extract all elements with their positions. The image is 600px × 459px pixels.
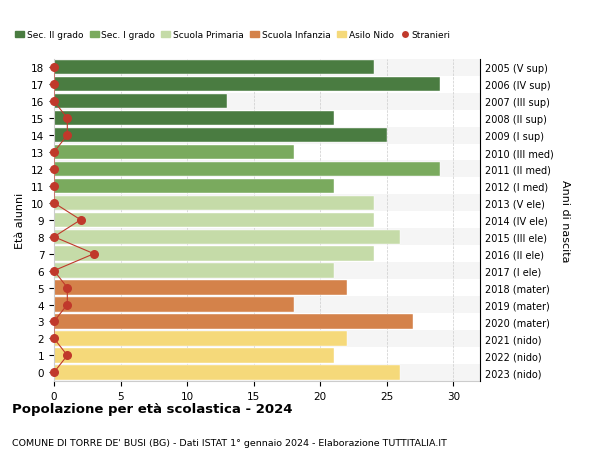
Point — [49, 64, 59, 72]
Bar — [54, 213, 373, 228]
Bar — [54, 230, 400, 244]
Point — [49, 318, 59, 325]
Bar — [54, 365, 400, 380]
Bar — [54, 61, 373, 75]
Bar — [54, 264, 334, 278]
Bar — [54, 94, 480, 111]
Point — [62, 284, 72, 291]
Bar — [54, 195, 480, 212]
Bar — [54, 247, 373, 261]
Bar — [54, 229, 480, 246]
Y-axis label: Anni di nascita: Anni di nascita — [560, 179, 570, 262]
Y-axis label: Età alunni: Età alunni — [16, 192, 25, 248]
Bar — [54, 281, 347, 295]
Bar — [54, 313, 480, 330]
Point — [49, 183, 59, 190]
Point — [62, 352, 72, 359]
Text: Popolazione per età scolastica - 2024: Popolazione per età scolastica - 2024 — [12, 403, 293, 415]
Bar — [54, 246, 480, 263]
Point — [49, 200, 59, 207]
Bar — [54, 129, 387, 143]
Bar — [54, 347, 480, 364]
Bar — [54, 314, 413, 329]
Point — [49, 335, 59, 342]
Point — [76, 217, 85, 224]
Bar — [54, 60, 480, 77]
Point — [49, 81, 59, 89]
Bar — [54, 364, 480, 381]
Bar — [54, 263, 480, 280]
Point — [62, 132, 72, 140]
Point — [62, 301, 72, 308]
Bar — [54, 298, 293, 312]
Point — [49, 98, 59, 106]
Text: COMUNE DI TORRE DE' BUSI (BG) - Dati ISTAT 1° gennaio 2024 - Elaborazione TUTTIT: COMUNE DI TORRE DE' BUSI (BG) - Dati IST… — [12, 438, 447, 448]
Point — [62, 115, 72, 123]
Bar — [54, 146, 293, 160]
Bar — [54, 162, 440, 177]
Bar — [54, 331, 347, 346]
Point — [49, 149, 59, 157]
Point — [49, 234, 59, 241]
Bar — [54, 161, 480, 178]
Legend: Sec. II grado, Sec. I grado, Scuola Primaria, Scuola Infanzia, Asilo Nido, Stran: Sec. II grado, Sec. I grado, Scuola Prim… — [11, 27, 454, 44]
Bar — [54, 179, 334, 194]
Point — [49, 166, 59, 173]
Bar — [54, 178, 480, 195]
Point — [49, 268, 59, 275]
Bar — [54, 330, 480, 347]
Bar — [54, 297, 480, 313]
Point — [49, 369, 59, 376]
Bar — [54, 78, 440, 92]
Bar — [54, 144, 480, 161]
Bar — [54, 95, 227, 109]
Bar — [54, 127, 480, 144]
Bar — [54, 111, 480, 127]
Bar — [54, 212, 480, 229]
Bar — [54, 348, 334, 363]
Bar — [54, 112, 334, 126]
Bar — [54, 280, 480, 297]
Bar — [54, 77, 480, 94]
Bar — [54, 196, 373, 211]
Point — [89, 251, 99, 258]
